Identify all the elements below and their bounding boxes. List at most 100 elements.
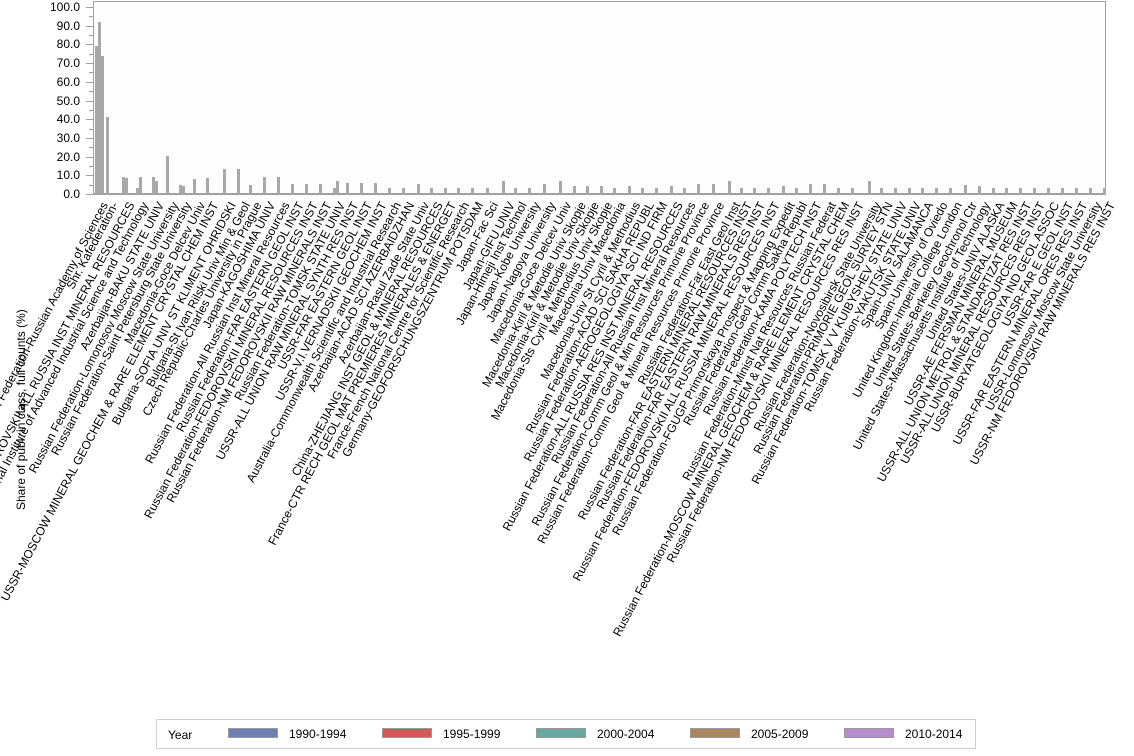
bar (586, 185, 589, 194)
y-minor-tick (89, 129, 93, 130)
y-minor-tick (89, 185, 93, 186)
bar (964, 184, 967, 194)
bar (122, 177, 125, 194)
bar (95, 46, 98, 194)
bar (1089, 188, 1092, 194)
bar (166, 155, 169, 194)
bar (1047, 188, 1050, 194)
y-tick-label: 10.0 (56, 168, 80, 183)
bar (502, 180, 505, 194)
bar (753, 188, 756, 194)
y-minor-tick (89, 147, 93, 148)
y-tick (86, 82, 93, 83)
bar (1103, 188, 1106, 194)
bar (921, 188, 924, 194)
bar (992, 188, 995, 194)
y-tick-label: 100.0 (49, 0, 80, 14)
bar (1061, 188, 1064, 194)
legend-title: Year (168, 728, 193, 742)
bar (182, 185, 185, 194)
bar (155, 180, 158, 194)
bar (851, 188, 854, 194)
bar (514, 188, 517, 194)
bar (809, 183, 812, 194)
y-tick (86, 44, 93, 45)
bar (728, 180, 731, 194)
bar (206, 178, 209, 194)
bar (374, 182, 377, 194)
y-tick (86, 26, 93, 27)
y-minor-tick (89, 110, 93, 111)
bar (978, 185, 981, 194)
y-tick-label: 30.0 (56, 130, 80, 145)
y-tick (86, 194, 93, 195)
y-minor-tick (89, 16, 93, 17)
bar (430, 188, 433, 194)
bar (106, 117, 109, 194)
legend-swatch (382, 728, 432, 738)
bar (388, 188, 391, 194)
bar (697, 183, 700, 194)
bar (795, 188, 798, 194)
bar (319, 183, 322, 194)
y-tick-label: 0.0 (63, 187, 80, 201)
bar (360, 182, 363, 194)
bar (402, 188, 405, 194)
bar (573, 185, 576, 194)
bar (179, 184, 182, 194)
bar (868, 180, 871, 194)
bar (277, 177, 280, 194)
bar (263, 177, 266, 194)
y-axis-title: Share of publ. in class, full counts (%) (14, 309, 28, 510)
legend-label: 2000-2004 (597, 727, 655, 741)
bar (336, 180, 339, 194)
y-tick-label: 90.0 (56, 18, 80, 33)
y-tick (86, 101, 93, 102)
bar (613, 188, 616, 194)
y-minor-tick (89, 91, 93, 92)
bar (628, 185, 631, 194)
legend-swatch (690, 728, 740, 738)
bar (457, 188, 460, 194)
legend: Year 1990-1994 1995-1999 2000-2004 2005-… (156, 719, 976, 749)
y-minor-tick (89, 72, 93, 73)
y-tick (86, 138, 93, 139)
bar (600, 185, 603, 194)
y-tick (86, 175, 93, 176)
plot-area (93, 1, 1106, 195)
bar (125, 178, 128, 194)
y-tick-label: 20.0 (56, 149, 80, 164)
y-tick-label: 40.0 (56, 112, 80, 127)
bar (908, 188, 911, 194)
bar (1019, 188, 1022, 194)
bar (767, 188, 770, 194)
bar (782, 185, 785, 194)
y-minor-tick (89, 166, 93, 167)
bar (949, 188, 952, 194)
bar (249, 184, 252, 194)
legend-label: 2005-2009 (751, 727, 809, 741)
y-tick (86, 63, 93, 64)
bar (333, 188, 336, 194)
legend-label: 1990-1994 (289, 727, 347, 741)
bar (935, 188, 938, 194)
y-tick-label: 70.0 (56, 56, 80, 71)
bar (683, 188, 686, 194)
y-tick (86, 7, 93, 8)
bar (894, 188, 897, 194)
bar (543, 183, 546, 194)
bar (823, 183, 826, 194)
bar (655, 188, 658, 194)
bar (1033, 188, 1036, 194)
bar (417, 183, 420, 194)
legend-label: 2010-2014 (905, 727, 963, 741)
bar (193, 179, 196, 194)
bar (1075, 188, 1078, 194)
legend-swatch (228, 728, 278, 738)
bar (641, 188, 644, 194)
y-tick (86, 157, 93, 158)
bar (136, 188, 139, 194)
bar (152, 177, 155, 194)
bar (528, 188, 531, 194)
